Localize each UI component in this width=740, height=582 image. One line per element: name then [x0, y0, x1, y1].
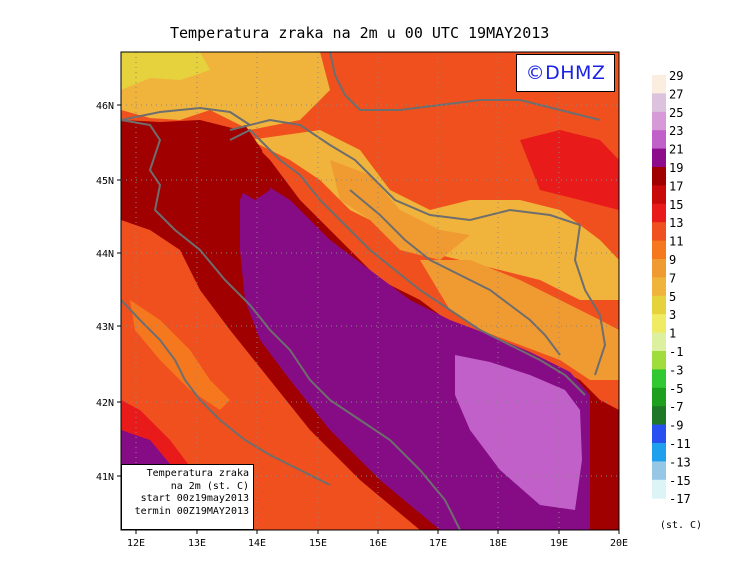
legend-label: 3: [669, 308, 676, 322]
legend-label: 5: [669, 290, 676, 304]
legend-label: -11: [669, 437, 691, 451]
legend-swatch: [652, 111, 666, 131]
legend-label: -5: [669, 382, 683, 396]
legend-swatch: [652, 93, 666, 113]
legend-swatch: [652, 295, 666, 315]
legend-swatch: [652, 369, 666, 389]
map-field: [121, 52, 619, 530]
legend-swatch: [652, 351, 666, 370]
legend-label: -3: [669, 363, 683, 377]
legend-label: -15: [669, 474, 691, 488]
lon-label: 15E: [309, 538, 327, 549]
legend-swatch: [652, 130, 666, 150]
info-line: start 00z19may2013: [140, 493, 249, 504]
legend-labels: 29 27 25 23 21 19 17 15 13 11 9 7 5 3 1 -1 -3 -5 -7 -9 -11 -1…: [669, 69, 691, 506]
legend-label: 25: [669, 106, 683, 120]
legend-swatch: [652, 479, 666, 499]
info-line: Temperatura zraka: [146, 468, 249, 479]
info-line: na 2m (st. C): [170, 480, 249, 492]
legend-swatch: [652, 424, 666, 444]
legend-label: 23: [669, 124, 683, 138]
legend-swatch: [652, 443, 666, 462]
plot-frame: [120, 51, 620, 531]
legend-swatch: [652, 167, 666, 186]
legend-swatch: [652, 148, 666, 168]
lon-label: 12E: [127, 538, 145, 549]
legend-label: 29: [669, 69, 683, 83]
legend-unit: (st. C): [660, 520, 702, 531]
legend-swatch: [652, 240, 666, 260]
legend-label: 1: [669, 327, 676, 341]
legend-label: 11: [669, 235, 683, 249]
legend-swatch: [652, 314, 666, 334]
dhmz-logo: ©DHMZ: [516, 54, 615, 92]
legend-label: -7: [669, 400, 683, 414]
legend: [652, 75, 666, 499]
lat-axis: 46N 45N 44N 43N 42N 41N: [96, 101, 121, 483]
legend-swatch: [652, 203, 666, 223]
info-line: termin 00Z19MAY2013: [134, 505, 249, 517]
lon-label: 19E: [550, 538, 568, 549]
legend-label: -13: [669, 455, 691, 469]
lon-label: 14E: [248, 538, 266, 549]
info-box: Temperatura zraka na 2m (st. C) start 00…: [121, 464, 254, 530]
lat-label: 46N: [96, 101, 114, 112]
lon-axis: 12E 13E 14E 15E 16E 17E 18E 19E 20E: [127, 530, 628, 549]
legend-swatch: [652, 222, 666, 242]
lat-label: 42N: [96, 398, 114, 409]
legend-label: 17: [669, 179, 683, 193]
legend-label: -17: [669, 492, 691, 506]
borders: [121, 52, 607, 530]
legend-swatch: [652, 277, 666, 297]
lon-label: 13E: [188, 538, 206, 549]
legend-label: 7: [669, 271, 676, 285]
legend-swatch: [652, 259, 666, 278]
legend-swatch: [652, 75, 666, 94]
legend-label: -9: [669, 419, 683, 433]
lon-label: 17E: [429, 538, 447, 549]
legend-swatch: [652, 185, 666, 205]
legend-label: -1: [669, 345, 683, 359]
legend-swatch: [652, 461, 666, 481]
legend-label: 13: [669, 216, 683, 230]
lat-label: 45N: [96, 176, 114, 187]
legend-label: 27: [669, 87, 683, 101]
legend-swatch: [652, 406, 666, 426]
graticule: [121, 52, 619, 530]
lon-label: 16E: [369, 538, 387, 549]
lon-label: 18E: [489, 538, 507, 549]
legend-swatch: [652, 387, 666, 407]
legend-label: 15: [669, 198, 683, 212]
lat-label: 43N: [96, 322, 114, 333]
legend-swatch: [652, 332, 666, 352]
legend-label: 21: [669, 143, 683, 157]
legend-label: 9: [669, 253, 676, 267]
lon-label: 20E: [610, 538, 628, 549]
lat-label: 44N: [96, 249, 114, 260]
lat-label: 41N: [96, 472, 114, 483]
legend-label: 19: [669, 161, 683, 175]
